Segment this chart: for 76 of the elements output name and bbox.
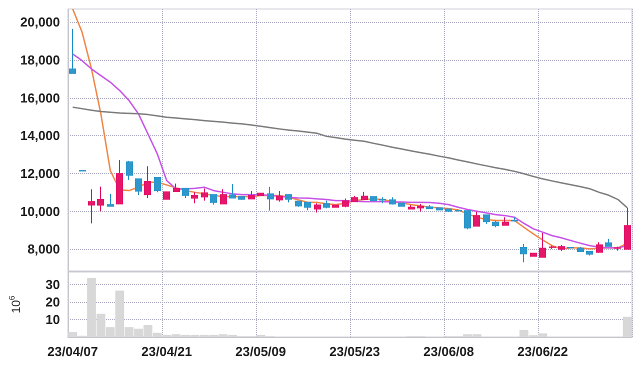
candlestick (370, 196, 377, 202)
candlestick (445, 208, 452, 213)
candlestick (520, 243, 527, 263)
y-tick-label: 8,000 (27, 242, 60, 257)
candlestick (163, 191, 170, 200)
candlestick (398, 202, 405, 207)
candlestick (332, 204, 339, 208)
candlestick (248, 190, 255, 200)
candlestick (436, 207, 443, 210)
candlestick (492, 220, 499, 228)
candlestick (201, 188, 208, 202)
candlestick (530, 252, 537, 257)
line-series (72, 106, 628, 209)
candlestick (605, 238, 612, 247)
candlestick (614, 246, 621, 252)
candlestick (596, 242, 603, 254)
candlestick (88, 188, 95, 224)
candlestick (182, 188, 189, 198)
candlestick (285, 194, 292, 203)
candlestick (417, 203, 424, 212)
candlestick (455, 209, 462, 212)
candlestick (257, 192, 264, 196)
x-tick-label: 23/06/22 (517, 344, 568, 359)
candlestick (586, 250, 593, 256)
candlestick (624, 207, 631, 250)
candlestick (502, 216, 509, 226)
candlestick (295, 200, 302, 208)
y-tick-label: 30 (46, 276, 60, 292)
y-tick-label: 20 (46, 294, 60, 310)
candlestick (107, 193, 114, 207)
candlestick (238, 196, 245, 200)
x-tick-label: 23/04/07 (47, 344, 98, 359)
candlestick (558, 244, 565, 252)
candlestick (408, 204, 415, 210)
candlestick (210, 194, 217, 206)
candlestick (379, 196, 386, 204)
candlestick (473, 211, 480, 227)
y-axis-title: 106 (8, 295, 23, 314)
candlestick (351, 195, 358, 202)
candlestick (191, 192, 198, 204)
y-tick-label: 18,000 (20, 52, 60, 68)
candlestick (69, 28, 76, 74)
candlestick (323, 200, 330, 209)
x-tick-label: 23/06/08 (423, 344, 474, 359)
candlestick (314, 202, 321, 214)
candlestick (577, 246, 584, 252)
y-tick-label: 12,000 (20, 166, 60, 182)
candlestick (154, 177, 161, 193)
y-tick-label: 20,000 (20, 14, 60, 30)
candlestick (342, 198, 349, 208)
x-tick-label: 23/04/21 (141, 344, 192, 359)
candlestick (304, 202, 311, 211)
candlestick (116, 159, 123, 204)
candlestick (549, 245, 556, 250)
candlestick (97, 186, 104, 212)
candlestick (173, 183, 180, 192)
y-tick-label: 10 (46, 312, 60, 327)
x-tick-label: 23/05/09 (235, 344, 286, 359)
candlestick (276, 190, 283, 202)
candlestick (426, 204, 433, 210)
candlestick (220, 188, 227, 204)
candlestick (135, 178, 142, 196)
candlestick (144, 166, 151, 198)
x-tick-label: 23/05/23 (329, 344, 380, 359)
y-tick-label: 16,000 (20, 90, 60, 106)
candlestick (483, 214, 490, 224)
candlestick (511, 216, 518, 222)
candlestick (361, 191, 368, 200)
candlestick (229, 184, 236, 198)
candlestick (126, 160, 133, 180)
candlestick (539, 232, 546, 258)
y-tick-label: 14,000 (20, 128, 60, 144)
candlestick (464, 210, 471, 230)
y-tick-label: 10,000 (20, 204, 60, 219)
candlestick (389, 196, 396, 206)
candlestick (267, 186, 274, 212)
